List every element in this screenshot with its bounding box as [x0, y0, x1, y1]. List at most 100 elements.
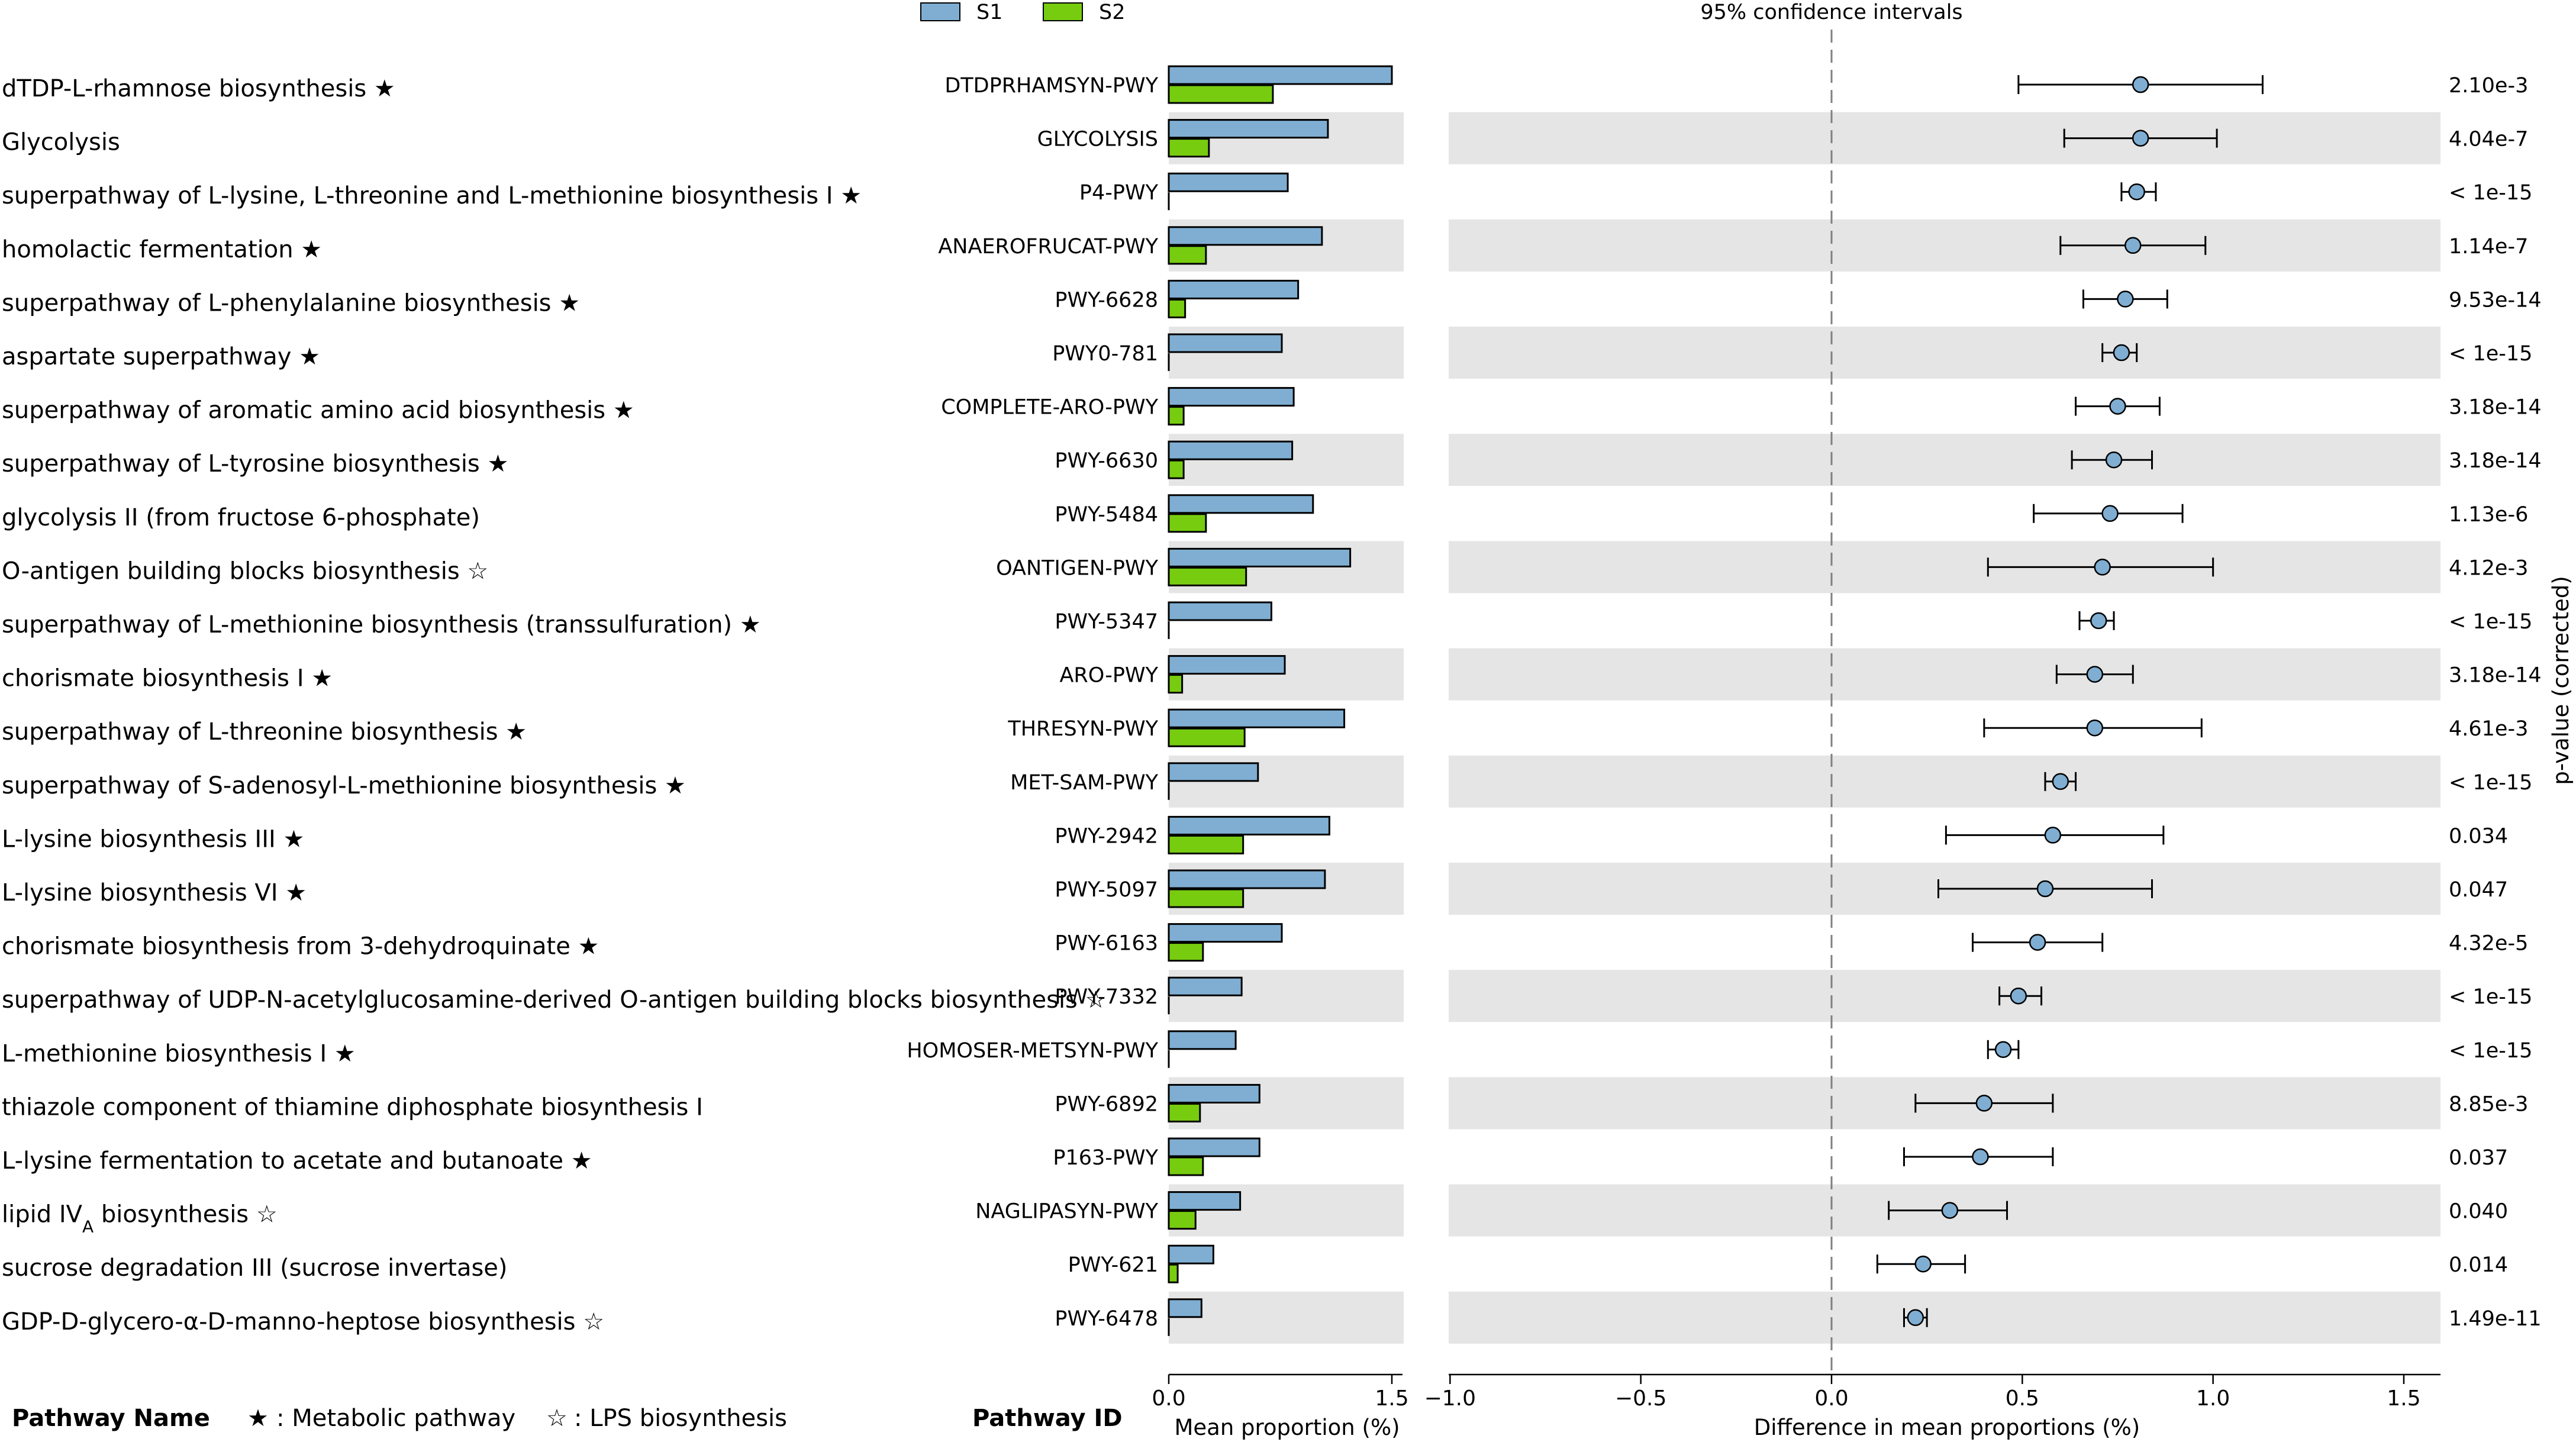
- pathway-id: PWY-5347: [1055, 610, 1158, 634]
- diff-marker: [2090, 612, 2107, 630]
- chart-row: superpathway of L-threonine biosynthesis…: [2, 708, 2528, 747]
- diff-x-axis: Difference in mean proportions (%) −1.0 −…: [1424, 1373, 2440, 1440]
- pathway-name: superpathway of UDP-N-acetylglucosamine-…: [2, 986, 1106, 1014]
- pathway-name: L-methionine biosynthesis I ★: [2, 1040, 356, 1067]
- bar-s1: [1168, 869, 1326, 889]
- metabolic-star-icon: ★: [552, 289, 581, 317]
- diff-marker: [1975, 1095, 1993, 1112]
- pathway-id: PWY-6163: [1055, 932, 1158, 956]
- chart-row: L-lysine fermentation to acetate and but…: [2, 1137, 2508, 1176]
- bar-s1: [1168, 226, 1323, 246]
- pathway-name: L-lysine biosynthesis III ★: [2, 825, 304, 853]
- chart-row: homolactic fermentation ★ ANAEROFRUCAT-PW…: [2, 226, 2528, 265]
- bar-s2: [1168, 459, 1185, 479]
- pathway-name: sucrose degradation III (sucrose inverta…: [2, 1254, 508, 1282]
- p-value: < 1e-15: [2449, 342, 2532, 366]
- pathway-id: ARO-PWY: [1059, 664, 1158, 688]
- diff-marker: [2117, 291, 2134, 308]
- footer-lps-text: : LPS biosynthesis: [574, 1405, 787, 1432]
- p-value: 4.12e-3: [2449, 556, 2528, 580]
- p-value: 1.49e-11: [2449, 1307, 2542, 1331]
- bar-s1: [1168, 387, 1295, 407]
- bar-s1: [1168, 1298, 1202, 1318]
- pathway-id: PWY-6478: [1055, 1307, 1158, 1331]
- bar-s2: [1168, 942, 1204, 962]
- p-value: 8.85e-3: [2449, 1092, 2528, 1116]
- pathway-id: PWY-6628: [1055, 288, 1158, 312]
- bar-axis-label: Mean proportion (%): [1174, 1415, 1400, 1440]
- bar-s1: [1168, 923, 1283, 943]
- footer-lps-mark: ☆: [546, 1405, 568, 1432]
- footer-pathway-id: Pathway ID: [972, 1405, 1123, 1432]
- p-value: < 1e-15: [2449, 985, 2532, 1009]
- bar-s1: [1168, 333, 1283, 353]
- metabolic-star-icon: ★: [657, 772, 686, 799]
- pvalue-axis-label: p-value (corrected): [2548, 576, 2574, 785]
- bar-s2: [1168, 406, 1185, 426]
- ci-band: [1449, 434, 2440, 486]
- metabolic-star-icon: ★: [833, 182, 862, 209]
- metabolic-star-icon: ★: [366, 75, 395, 102]
- diff-tick-label: 1.0: [2196, 1386, 2230, 1411]
- chart-row: superpathway of L-tyrosine biosynthesis …: [2, 440, 2542, 479]
- metabolic-star-icon: ★: [294, 236, 323, 263]
- p-value: 0.034: [2449, 824, 2508, 848]
- diff-marker: [2010, 987, 2027, 1005]
- pathway-id: DTDPRHAMSYN-PWY: [944, 74, 1158, 98]
- pathway-name: Glycolysis: [2, 129, 120, 156]
- pathway-id: THRESYN-PWY: [1007, 717, 1158, 741]
- diff-marker: [2101, 505, 2119, 522]
- pathway-name: superpathway of L-phenylalanine biosynth…: [2, 289, 580, 317]
- bar-s2: [1168, 138, 1210, 158]
- pathway-id: COMPLETE-ARO-PWY: [941, 396, 1158, 420]
- bar-s2: [1168, 84, 1274, 104]
- ci-band: [1449, 219, 2440, 272]
- diff-marker: [2094, 559, 2111, 576]
- bar-s2: [1168, 1210, 1197, 1230]
- pathway-name: GDP-D-glycero-α-D-manno-heptose biosynth…: [2, 1308, 604, 1335]
- metabolic-star-icon: ★: [498, 718, 527, 746]
- metabolic-star-icon: ★: [327, 1040, 356, 1067]
- legend-label-s1: S1: [976, 1, 1003, 24]
- diff-tick-label: −0.5: [1615, 1386, 1666, 1411]
- bar-s1: [1168, 547, 1352, 567]
- pathway-id: OANTIGEN-PWY: [996, 556, 1159, 580]
- metabolic-star-icon: ★: [605, 397, 634, 424]
- chart-row: chorismate biosynthesis I ★ ARO-PWY 3.18e-…: [2, 655, 2542, 694]
- bar-s1: [1168, 1083, 1260, 1104]
- ci-band: [1449, 648, 2440, 701]
- lps-star-icon: ☆: [576, 1308, 605, 1335]
- chart-row: Glycolysis GLYCOLYSIS 4.04e-7: [2, 119, 2528, 158]
- bar-s1: [1168, 655, 1286, 675]
- bar-x-axis: 0.0 1.5 Mean proportion (%): [1152, 1373, 1409, 1440]
- bar-s2: [1168, 1102, 1201, 1122]
- pathway-name: superpathway of L-methionine biosynthesi…: [2, 611, 761, 638]
- chart-rows: dTDP-L-rhamnose biosynthesis ★ DTDPRHAMSY…: [2, 65, 2542, 1336]
- p-value: < 1e-15: [2449, 181, 2532, 205]
- chart-row: superpathway of L-methionine biosynthesi…: [2, 601, 2532, 639]
- bar-s2: [1168, 727, 1246, 747]
- diff-marker: [1972, 1148, 1989, 1166]
- chart-row: dTDP-L-rhamnose biosynthesis ★ DTDPRHAMSY…: [2, 65, 2528, 104]
- pathway-name: chorismate biosynthesis from 3-dehydroqu…: [2, 933, 599, 960]
- pathway-name: homolactic fermentation ★: [2, 236, 322, 263]
- pathway-id: PWY0-781: [1052, 342, 1158, 366]
- diff-marker: [2105, 451, 2123, 469]
- legend-swatch-s2: [1043, 2, 1083, 21]
- bar-s2: [1168, 834, 1245, 854]
- chart-row: aspartate superpathway ★ PWY0-781 < 1e-15: [2, 333, 2532, 371]
- diff-marker: [1994, 1041, 2012, 1059]
- bar-s2: [1168, 566, 1247, 586]
- pathway-id: P163-PWY: [1053, 1146, 1158, 1170]
- pathway-id: MET-SAM-PWY: [1010, 771, 1158, 795]
- diff-marker: [2036, 880, 2054, 898]
- pathway-id: P4-PWY: [1079, 181, 1159, 205]
- chart-row: O-antigen building blocks biosynthesis ☆…: [2, 547, 2528, 586]
- pathway-name: dTDP-L-rhamnose biosynthesis ★: [2, 75, 395, 102]
- ci-band: [1449, 755, 2440, 808]
- bar-s1: [1168, 762, 1259, 782]
- bar-s1: [1168, 976, 1243, 996]
- bar-s1: [1168, 1137, 1260, 1157]
- bar-s1: [1168, 65, 1393, 85]
- p-value: 1.13e-6: [2449, 503, 2528, 527]
